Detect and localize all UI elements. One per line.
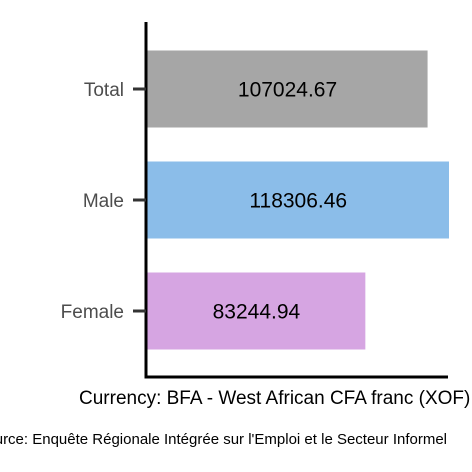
- y-tick-label-male: Male: [83, 191, 124, 212]
- bar-total: [147, 50, 428, 128]
- bars-layer: [147, 50, 449, 350]
- chart-caption: Source: Enquête Régionale Intégrée sur l…: [0, 431, 447, 448]
- bar-female: [147, 272, 366, 350]
- bar-male: [147, 161, 449, 239]
- ticks-layer: Total Male Female: [61, 80, 146, 323]
- data-label-total: 107024.67: [238, 79, 337, 102]
- y-tick-label-total: Total: [84, 80, 124, 101]
- data-label-female: 83244.94: [213, 301, 301, 324]
- x-axis-title: Currency: BFA - West African CFA franc (…: [79, 388, 470, 409]
- data-label-male: 118306.46: [249, 190, 347, 213]
- labels-layer: 107024.67 118306.46 83244.94: [213, 79, 347, 324]
- y-tick-label-female: Female: [61, 302, 124, 323]
